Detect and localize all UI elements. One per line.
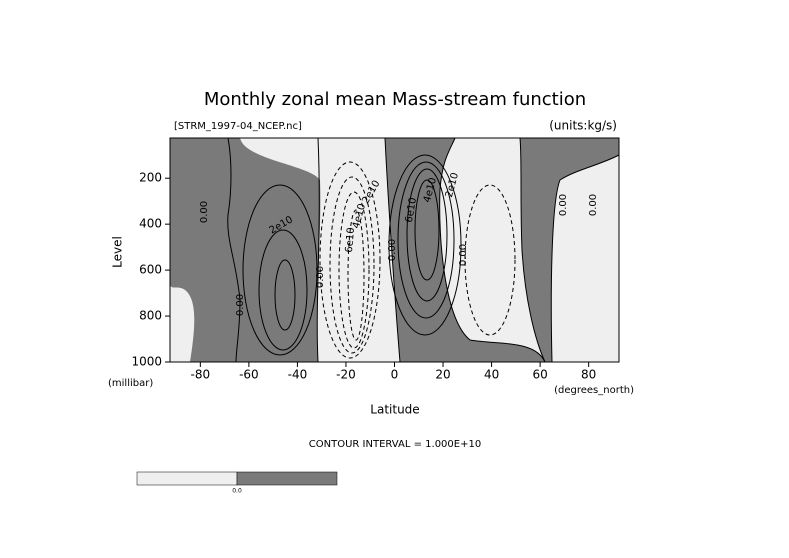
contour-label: 0.00 <box>458 244 469 266</box>
y-tick-label: 200 <box>139 171 162 185</box>
colorbar-label: 0.0 <box>232 488 242 495</box>
x-unit: (degrees_north) <box>554 385 634 396</box>
contour-label: 0.00 <box>387 239 398 261</box>
contour-label: 0.00 <box>558 194 569 216</box>
x-tick-label: 20 <box>435 368 450 382</box>
contour-lines <box>227 137 620 363</box>
y-unit: (millibar) <box>108 378 153 389</box>
y-tick-label: 600 <box>139 263 162 277</box>
chart-title: Monthly zonal mean Mass-stream function <box>204 89 586 110</box>
contour-label: 0.00 <box>199 201 210 223</box>
colorbar-negative <box>136 471 238 486</box>
contour-label: 0.00 <box>235 294 246 316</box>
y-tick-label: 400 <box>139 217 162 231</box>
contour-interval: CONTOUR INTERVAL = 1.000E+10 <box>309 439 481 450</box>
subtitle: [STRM_1997-04_NCEP.nc] <box>174 121 302 132</box>
x-tick-label: -20 <box>336 368 356 382</box>
y-tick-label: 1000 <box>131 355 162 369</box>
x-tick-label: -60 <box>239 368 259 382</box>
x-tick-label: 60 <box>532 368 547 382</box>
x-tick-label: 80 <box>581 368 596 382</box>
x-tick-label: 0 <box>391 368 399 382</box>
x-tick-label: -40 <box>288 368 308 382</box>
x-axis-label: Latitude <box>370 403 419 417</box>
y-tick-label: 800 <box>139 309 162 323</box>
contour-label: 6e10 <box>404 197 419 224</box>
contour-label: 6e10 <box>344 227 357 253</box>
contour-label: 0.00 <box>315 266 326 288</box>
x-tick-label: 40 <box>484 368 499 382</box>
colorbar-positive <box>236 471 338 486</box>
units: (units:kg/s) <box>549 119 617 133</box>
plot-area <box>169 137 620 363</box>
contour-label: 0.00 <box>588 194 599 216</box>
colorbar: 0.0 <box>136 471 338 495</box>
x-tick-label: -80 <box>191 368 211 382</box>
y-axis-label: Level <box>111 236 125 268</box>
